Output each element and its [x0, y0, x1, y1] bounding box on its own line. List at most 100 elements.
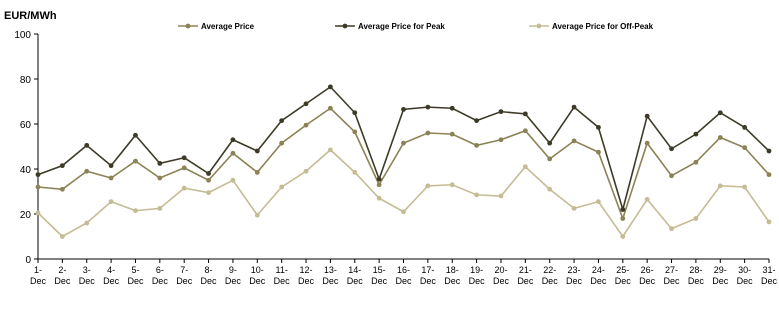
data-point-average-price: [352, 129, 358, 135]
data-point-average-price-for-off-peak: [742, 184, 748, 190]
x-tick-label: 24-Dec: [590, 265, 607, 286]
x-tick-label: 25-Dec: [615, 265, 632, 286]
legend: Average Price Average Price for Peak Avera…: [178, 22, 654, 31]
data-point-average-price-for-off-peak: [571, 205, 577, 211]
data-point-average-price: [133, 158, 138, 164]
series-average-price: [35, 105, 772, 221]
y-tick-label: 0: [25, 255, 31, 266]
data-point-average-price-for-off-peak: [693, 216, 699, 221]
data-point-average-price: [230, 150, 236, 156]
data-point-average-price-for-peak: [35, 172, 41, 178]
y-tick-label: 40: [20, 165, 32, 176]
data-point-average-price-for-peak: [742, 124, 748, 130]
data-point-average-price-for-peak: [84, 142, 90, 148]
legend-marker: [342, 23, 348, 29]
data-point-average-price: [206, 177, 211, 183]
data-point-average-price-for-off-peak: [669, 226, 674, 232]
x-tick-label: 14-Dec: [347, 265, 364, 286]
data-point-average-price-for-peak: [693, 131, 699, 137]
data-point-average-price: [449, 131, 455, 137]
data-point-average-price-for-peak: [352, 110, 358, 116]
data-point-average-price-for-peak: [766, 148, 772, 154]
data-point-average-price-for-peak: [644, 113, 650, 119]
series-group: [35, 84, 772, 239]
data-point-average-price-for-off-peak: [596, 199, 601, 205]
data-point-average-price-for-off-peak: [108, 199, 114, 205]
data-point-average-price-for-peak: [206, 171, 211, 176]
data-point-average-price-for-off-peak: [620, 234, 626, 239]
data-point-average-price: [766, 172, 772, 178]
data-point-average-price-for-peak: [254, 148, 260, 154]
data-point-average-price: [693, 159, 699, 165]
data-point-average-price-for-off-peak: [230, 177, 236, 183]
data-point-average-price-for-peak: [181, 155, 187, 161]
data-point-average-price: [157, 175, 163, 181]
x-tick-label: 20-Dec: [493, 265, 510, 286]
x-tick-label: 19-Dec: [469, 265, 486, 286]
data-point-average-price: [425, 130, 431, 136]
data-point-average-price-for-off-peak: [498, 193, 504, 199]
data-point-average-price: [571, 138, 577, 144]
data-point-average-price-for-peak: [596, 124, 601, 130]
data-point-average-price: [547, 156, 553, 162]
data-point-average-price-for-off-peak: [644, 196, 650, 202]
x-tick-label: 18-Dec: [444, 265, 461, 286]
x-tick-label: 30-Dec: [737, 265, 754, 286]
legend-label: Average Price: [201, 22, 255, 31]
axes: [37, 34, 769, 260]
x-tick-label: 29-Dec: [712, 265, 729, 286]
x-tick-label: 8-Dec: [201, 265, 218, 286]
data-point-average-price-for-peak: [157, 160, 163, 166]
data-point-average-price-for-off-peak: [279, 184, 285, 190]
x-tick-label: 12-Dec: [298, 265, 315, 286]
data-point-average-price: [620, 216, 626, 221]
x-tick-label: 27-Dec: [664, 265, 681, 286]
data-point-average-price-for-peak: [522, 111, 528, 117]
data-point-average-price-for-off-peak: [133, 208, 138, 214]
data-point-average-price: [742, 145, 748, 151]
legend-marker: [536, 23, 542, 29]
data-point-average-price-for-peak: [717, 110, 723, 116]
data-point-average-price-for-off-peak: [254, 212, 260, 218]
data-point-average-price-for-peak: [669, 146, 674, 152]
data-point-average-price-for-off-peak: [522, 164, 528, 170]
data-point-average-price: [522, 128, 528, 134]
x-tick-label: 1-Dec: [30, 265, 47, 286]
data-point-average-price: [35, 184, 41, 190]
x-tick-label: 6-Dec: [152, 265, 169, 286]
data-point-average-price-for-peak: [425, 104, 431, 110]
x-tick-label: 10-Dec: [249, 265, 266, 286]
data-point-average-price-for-off-peak: [352, 169, 358, 175]
y-tick-label: 20: [20, 210, 32, 221]
x-axis-ticks: 1-Dec 2-Dec 3-Dec 4-Dec 5-Dec 6-Dec 7-Dec 8-Dec…: [30, 259, 778, 286]
x-tick-label: 28-Dec: [688, 265, 705, 286]
x-tick-label: 2-Dec: [54, 265, 71, 286]
x-tick-label: 11-Dec: [274, 265, 291, 286]
data-point-average-price-for-off-peak: [157, 205, 163, 211]
series-line-average-price: [37, 107, 770, 221]
series-average-price-for-peak: [35, 84, 772, 213]
x-tick-label: 31-Dec: [761, 265, 778, 286]
data-point-average-price-for-peak: [59, 163, 65, 169]
data-point-average-price-for-peak: [328, 84, 333, 90]
x-tick-label: 15-Dec: [371, 265, 388, 286]
y-axis-label: EUR/MWh: [4, 10, 57, 22]
data-point-average-price-for-off-peak: [376, 195, 382, 201]
legend-marker: [185, 23, 191, 29]
series-line-average-price-for-off-peak: [37, 148, 770, 238]
x-tick-label: 26-Dec: [639, 265, 656, 286]
data-point-average-price: [376, 182, 382, 188]
data-point-average-price: [596, 149, 601, 155]
data-point-average-price-for-off-peak: [717, 183, 723, 189]
legend-item-average-price-for-peak: Average Price for Peak: [335, 22, 445, 31]
data-point-average-price-for-off-peak: [303, 168, 309, 174]
data-point-average-price-for-peak: [547, 140, 553, 146]
x-tick-label: 9-Dec: [225, 265, 242, 286]
data-point-average-price-for-off-peak: [449, 182, 455, 188]
x-tick-label: 5-Dec: [127, 265, 144, 286]
data-point-average-price: [108, 175, 114, 181]
data-point-average-price-for-off-peak: [35, 210, 41, 216]
data-point-average-price-for-off-peak: [328, 147, 333, 153]
data-point-average-price: [254, 169, 260, 175]
